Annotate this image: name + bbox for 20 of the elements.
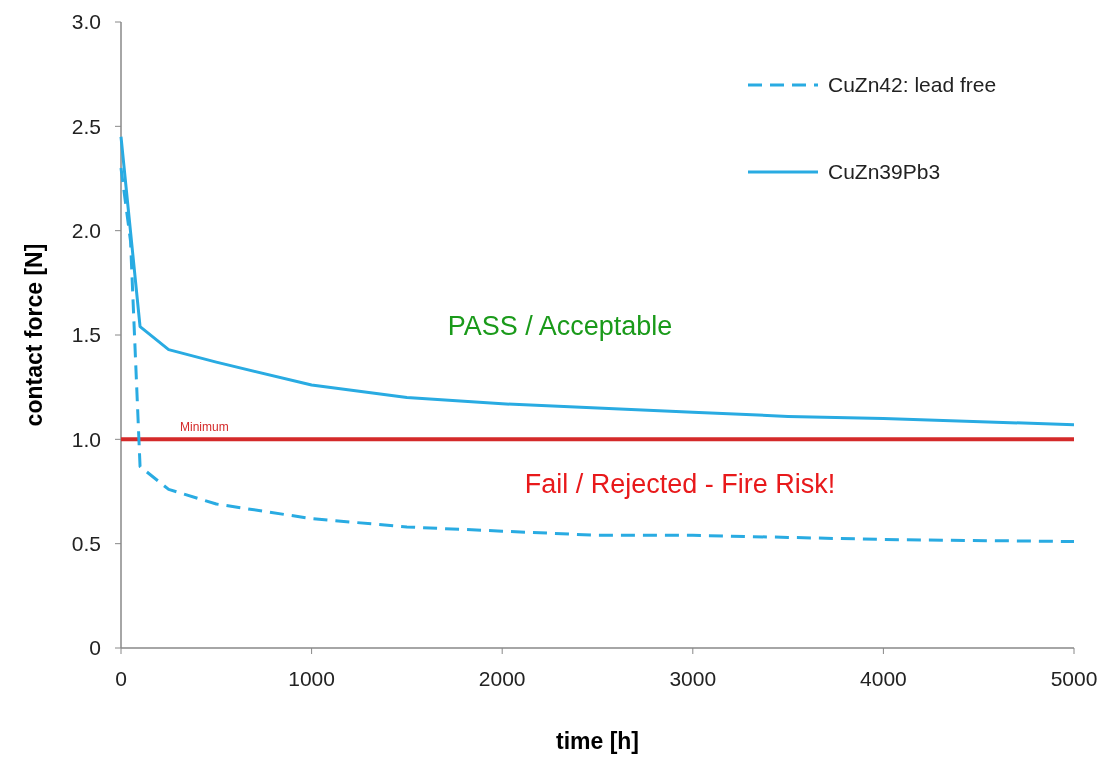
annotation: PASS / Acceptable [447,311,673,342]
x-tick-label: 2000 [478,667,526,690]
y-tick-label: 2.0 [71,219,101,243]
y-tick-label: 2.5 [71,114,101,138]
y-axis-title: contact force [N] [21,243,47,427]
y-tick-label: 1.0 [71,427,101,451]
x-tick-label: 5000 [1050,667,1098,690]
x-tick-label: 4000 [860,667,907,690]
x-tick-label: 0 [115,667,127,690]
y-tick-label: 0.5 [71,532,101,556]
y-tick-label: 3.0 [71,10,101,34]
y-tick-label: 0 [89,636,101,660]
annotation: Fail / Rejected - Fire Risk! [524,469,836,500]
y-tick-label: 1.5 [71,323,101,347]
x-axis-title: time [h] [555,728,640,754]
x-tick-label: 3000 [669,667,717,690]
legend-label: CuZn42: lead free [828,73,997,97]
ref-line-label: Minimum [180,420,229,435]
x-tick-label: 1000 [288,667,335,690]
legend-label: CuZn39Pb3 [828,160,941,184]
